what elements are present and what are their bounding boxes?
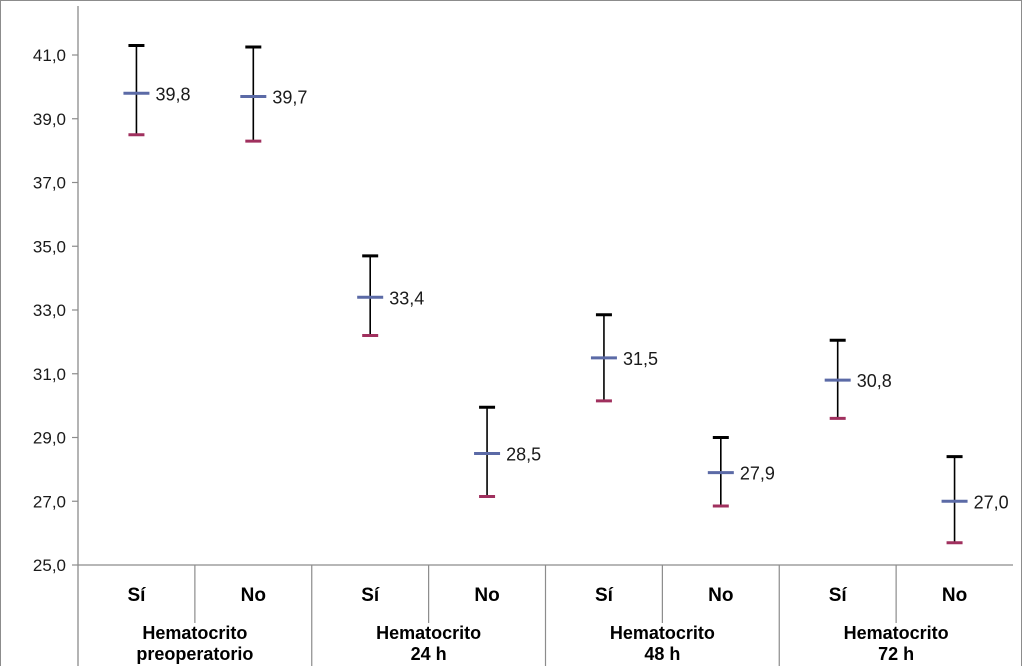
data-label: 33,4 (389, 288, 424, 308)
data-label: 39,7 (272, 87, 307, 107)
group-label: Hematocrito (142, 623, 247, 643)
group-label: Hematocrito (376, 623, 481, 643)
marks-layer (123, 43, 968, 545)
category-sub-label: No (241, 585, 266, 606)
labels-layer: 41,0 39,0 37,0 35,0 33,0 31,0 29,0 27,0 25,0 39,8… (33, 46, 1009, 664)
group-label: 72 h (878, 644, 914, 664)
group-label: 48 h (644, 644, 680, 664)
group-label: 24 h (411, 644, 447, 664)
y-tick-label: 29,0 (33, 429, 66, 448)
category-sub-label: Sí (361, 585, 380, 606)
data-label: 30,8 (857, 371, 892, 391)
data-label: 27,0 (974, 492, 1009, 512)
group-label: preoperatorio (136, 644, 253, 664)
y-tick-label: 25,0 (33, 556, 66, 575)
y-tick-label: 37,0 (33, 174, 66, 193)
data-label: 27,9 (740, 464, 775, 484)
y-tick-label: 31,0 (33, 365, 66, 384)
y-tick-label: 41,0 (33, 46, 66, 65)
y-tick-label: 35,0 (33, 237, 66, 256)
data-label: 39,8 (155, 84, 190, 104)
y-tick-label: 27,0 (33, 492, 66, 511)
data-label: 28,5 (506, 444, 541, 464)
category-sub-label: No (942, 585, 967, 606)
y-tick-label: 33,0 (33, 301, 66, 320)
category-sub-label: Sí (595, 585, 614, 606)
y-tick-label: 39,0 (33, 110, 66, 129)
group-label: Hematocrito (610, 623, 715, 643)
category-sub-label: Sí (829, 585, 848, 606)
group-label: Hematocrito (844, 623, 949, 643)
category-sub-label: Sí (127, 585, 146, 606)
category-sub-label: No (708, 585, 733, 606)
category-sub-label: No (474, 585, 499, 606)
data-label: 31,5 (623, 349, 658, 369)
